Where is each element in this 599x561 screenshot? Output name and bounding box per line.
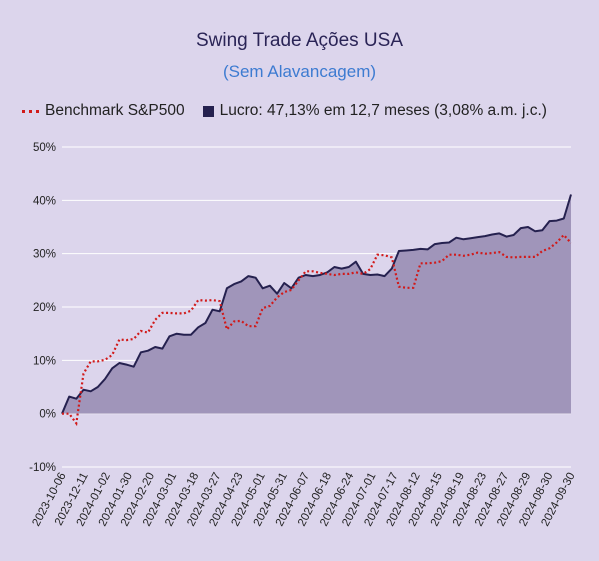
legend-lucro-label: Lucro: 47,13% em 12,7 meses (3,08% a.m. …	[219, 102, 547, 119]
legend-lucro-swatch	[202, 105, 214, 117]
legend-lucro: Lucro: 47,13% em 12,7 meses (3,08% a.m. …	[185, 102, 547, 120]
x-axis-ticks: 2023-10-062023-12-112024-01-022024-01-30…	[30, 470, 577, 528]
y-tick-label: 10%	[33, 355, 56, 367]
legend-benchmark-label: Benchmark S&P500	[45, 102, 185, 119]
legend: Benchmark S&P500 Lucro: 47,13% em 12,7 m…	[22, 102, 547, 120]
chart-title: Swing Trade Ações USA	[196, 30, 403, 51]
y-tick-label: 50%	[33, 142, 56, 154]
chart-subtitle: (Sem Alavancagem)	[222, 62, 377, 81]
benchmark-line	[62, 233, 572, 427]
y-tick-label: -10%	[29, 462, 56, 474]
lucro-area	[62, 194, 571, 414]
y-axis-ticks: -10% 0% 10% 20% 30% 40% 50%	[29, 142, 56, 474]
y-tick-label: 0%	[39, 409, 56, 421]
lucro-line	[61, 194, 572, 415]
legend-benchmark: Benchmark S&P500	[22, 102, 185, 120]
legend-benchmark-swatch	[22, 109, 39, 113]
y-tick-label: 30%	[33, 249, 56, 261]
y-tick-label: 40%	[33, 195, 56, 207]
y-tick-label: 20%	[33, 302, 56, 314]
plot-series	[61, 194, 572, 427]
